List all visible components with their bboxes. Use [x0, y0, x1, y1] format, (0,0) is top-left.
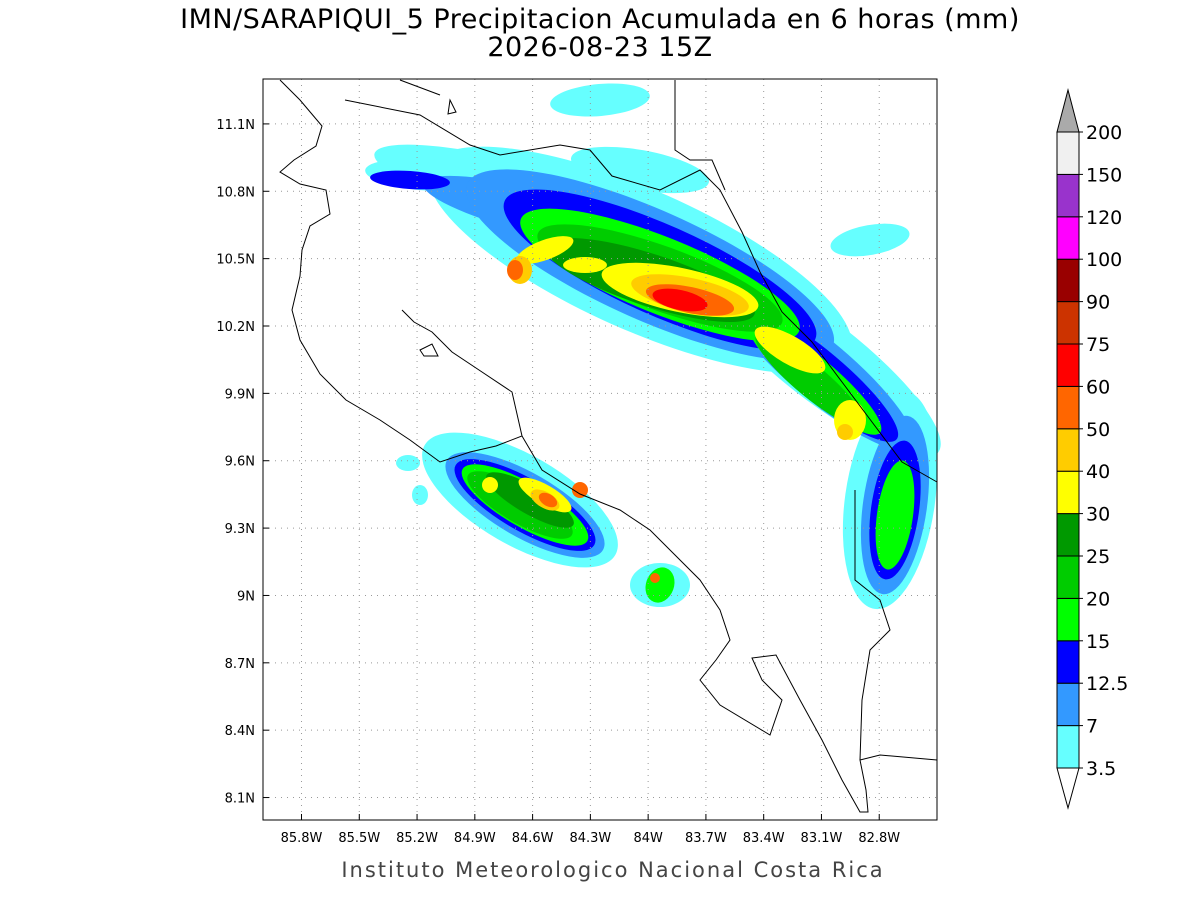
- colorbar-label: 75: [1086, 334, 1110, 356]
- precip-area: [370, 170, 450, 190]
- credit: Instituto Meteorologico Nacional Costa R…: [341, 858, 884, 882]
- y-tick-label: 9.6N: [225, 455, 255, 470]
- colorbar-label: 20: [1086, 588, 1110, 610]
- precip-area: [837, 424, 853, 440]
- colorbar-under: [1056, 767, 1080, 810]
- x-tick-label: 85.8W: [281, 831, 323, 846]
- colorbar-label: 150: [1086, 164, 1122, 186]
- colorbar-segment: [1056, 470, 1080, 515]
- x-tick-label: 85.2W: [396, 831, 438, 846]
- colorbar-label: 12.5: [1086, 673, 1128, 695]
- coastlines: [279, 79, 938, 813]
- x-tick-label: 84.6W: [512, 831, 554, 846]
- colorbar-label: 7: [1086, 716, 1098, 738]
- x-tick-label: 82.8W: [858, 831, 900, 846]
- colorbar-label: 15: [1086, 631, 1110, 653]
- colorbar-label: 30: [1086, 504, 1110, 526]
- x-tick-label: 84.9W: [454, 831, 496, 846]
- precip-area: [570, 146, 710, 194]
- lake: [399, 79, 457, 357]
- colorbar-over: [1056, 88, 1080, 133]
- colorbar-segment: [1056, 131, 1080, 175]
- precip-area: [538, 492, 558, 508]
- x-tick-label: 83.4W: [743, 831, 785, 846]
- x-tick-label: 84.3W: [569, 831, 611, 846]
- x-tick-label: 84W: [633, 831, 663, 846]
- precip-area: [754, 326, 826, 374]
- precip-area: [396, 455, 420, 471]
- colorbar-label: 3.5: [1086, 758, 1116, 780]
- precip-area: [875, 460, 915, 570]
- colorbar-segment: [1056, 301, 1080, 345]
- y-tick-label: 9.3N: [225, 522, 255, 537]
- x-tick-label: 83.1W: [801, 831, 843, 846]
- colorbar-segment: [1056, 258, 1080, 303]
- y-tick-label: 9N: [237, 589, 255, 604]
- y-tick-label: 8.7N: [225, 657, 255, 672]
- y-tick-label: 11.1N: [216, 118, 255, 133]
- colorbar-label: 25: [1086, 546, 1110, 568]
- precip-area: [412, 485, 428, 505]
- colorbar-segment: [1056, 725, 1080, 769]
- precip-area: [830, 223, 910, 257]
- colorbar-label: 50: [1086, 419, 1110, 441]
- colorbar-segment: [1056, 555, 1080, 599]
- x-tick-label: 85.5W: [338, 831, 380, 846]
- precip-area: [486, 472, 574, 528]
- colorbar-label: 60: [1086, 376, 1110, 398]
- precip-area: [652, 288, 708, 312]
- precip-area: [507, 260, 523, 280]
- precip-area: [482, 477, 498, 493]
- y-tick-label: 9.9N: [225, 387, 255, 402]
- precipitation-field: [365, 83, 941, 610]
- border: [674, 80, 891, 761]
- precip-area: [650, 573, 660, 583]
- colorbar-segment: [1056, 682, 1080, 727]
- colorbar-label: 100: [1086, 249, 1122, 271]
- precip-area: [550, 83, 650, 117]
- colorbar-segment: [1056, 597, 1080, 642]
- precip-area: [516, 236, 574, 264]
- colorbar-segment: [1056, 428, 1080, 472]
- colorbar-segment: [1056, 385, 1080, 430]
- colorbar-segment: [1056, 640, 1080, 684]
- colorbar-label: 90: [1086, 292, 1110, 314]
- colorbar-segment: [1056, 513, 1080, 557]
- coastline: [279, 79, 523, 463]
- x-tick-label: 83.7W: [685, 831, 727, 846]
- y-tick-label: 10.5N: [216, 253, 255, 268]
- colorbar-label: 40: [1086, 461, 1110, 483]
- y-tick-label: 10.8N: [216, 185, 255, 200]
- y-tick-label: 8.4N: [225, 724, 255, 739]
- y-tick-label: 8.1N: [225, 792, 255, 807]
- colorbar-segment: [1056, 173, 1080, 218]
- coastline: [344, 99, 938, 483]
- colorbar-segment: [1056, 216, 1080, 260]
- colorbar-segment: [1056, 343, 1080, 387]
- precip-area: [572, 482, 588, 498]
- coastline: [521, 435, 938, 813]
- subtitle: 2026-08-23 15Z: [487, 32, 712, 63]
- precip-area: [563, 257, 607, 273]
- title: IMN/SARAPIQUI_5 Precipitacion Acumulada …: [180, 4, 1020, 35]
- y-tick-label: 10.2N: [216, 320, 255, 335]
- colorbar-label: 120: [1086, 207, 1122, 229]
- colorbar-label: 200: [1086, 122, 1122, 144]
- map-frame: [262, 78, 938, 821]
